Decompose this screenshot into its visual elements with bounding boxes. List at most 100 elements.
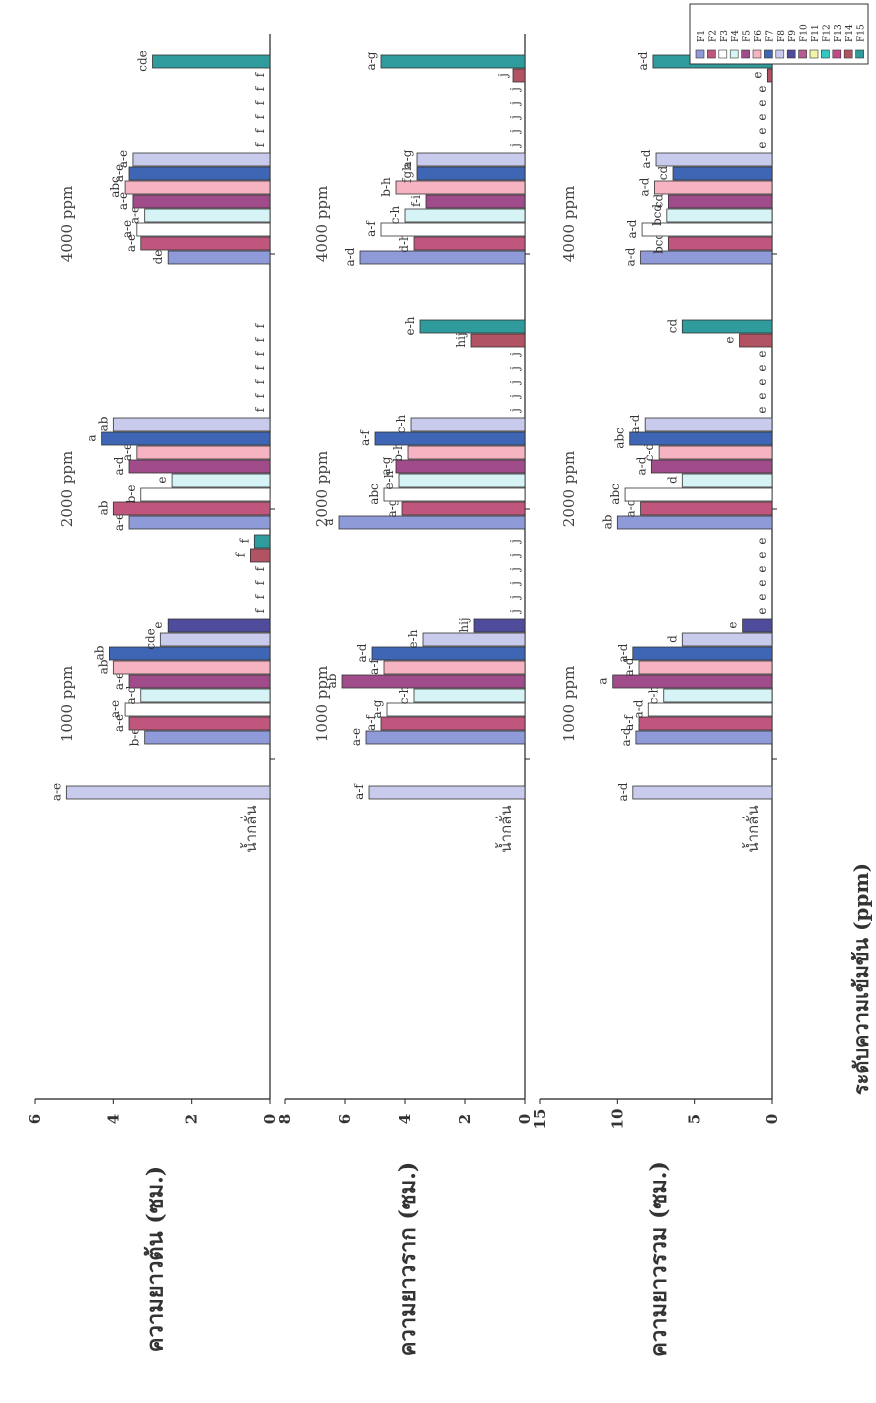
bar-letter-label: e [755, 364, 769, 371]
bar-letter-label: c-h [647, 685, 661, 704]
group-3: 2000 ppmaa-gabce-ha-gb-ha-fc-hjjjjjhije-… [313, 316, 526, 530]
legend-swatch [855, 49, 864, 59]
bar [667, 236, 773, 251]
bar [667, 194, 773, 209]
bar-letter-label: d [665, 476, 679, 484]
bar [374, 431, 526, 446]
legend-swatch [809, 49, 819, 59]
bar-letter-label: e [755, 350, 769, 357]
bar-letter-label: c-h [388, 205, 402, 224]
bar-letter-label: a-d [619, 727, 633, 746]
bar [644, 417, 773, 432]
bar-letter-label: de [151, 250, 165, 265]
group-label: 2000 ppm [560, 451, 578, 527]
legend-swatch [821, 49, 830, 59]
bar-letter-label: e [755, 579, 769, 586]
bar-letter-label: abc [613, 427, 627, 449]
y-tick-label: 4 [104, 1114, 122, 1124]
bar [616, 515, 773, 530]
bar-letter-label: a-e [116, 150, 130, 168]
bar-letter-label: a-d [634, 456, 648, 475]
bar [250, 548, 271, 563]
legend-label: F6 [754, 30, 764, 42]
bar-letter-label: e [151, 621, 165, 628]
group-label: น้ำกลั่น [742, 805, 762, 852]
bar [112, 660, 271, 675]
y-tick-label: 5 [686, 1114, 704, 1124]
legend-label: F11 [811, 24, 821, 42]
bar [109, 646, 271, 661]
y-axis-label: ความยาวต้น (ซม.) [143, 1166, 169, 1352]
bar-letter-label: a-e [49, 783, 63, 801]
y-tick-label: 0 [763, 1114, 781, 1124]
bar [128, 459, 271, 474]
y-tick-label: 15 [531, 1109, 549, 1130]
bar-letter-label: e [755, 607, 769, 614]
bar-letter-label: a-d [637, 177, 651, 196]
bar-letter-label: a-d [124, 685, 138, 704]
legend-swatch [695, 49, 705, 59]
bar-letter-label: j [508, 394, 522, 400]
bar [65, 785, 271, 800]
x-axis-title: ระดับความเข้มข้น (ppm) [849, 863, 873, 1095]
bar-letter-label: f [233, 551, 247, 557]
bar [413, 688, 526, 703]
bar-letter-label: f-i [409, 195, 423, 207]
legend-swatch [707, 49, 716, 59]
bar-letter-label: f [253, 141, 267, 147]
bar [650, 459, 773, 474]
bar-letter-label: a-e [112, 164, 126, 182]
legend-label: F9 [788, 30, 798, 42]
bar-letter-label: a-e [112, 672, 126, 690]
bar [359, 250, 526, 265]
bar-letter-label: j [508, 595, 522, 601]
bar-letter-label: e [755, 406, 769, 413]
bar-letter-label: j [508, 539, 522, 545]
bar-letter-label: a-d [112, 456, 126, 475]
bar-letter-label: e [755, 378, 769, 385]
bar-letter-label: e [755, 141, 769, 148]
bar-letter-label: a-e [349, 728, 363, 746]
bar-letter-label: ab [96, 416, 110, 431]
y-tick-label: 8 [276, 1114, 294, 1124]
legend-label: F14 [845, 24, 855, 42]
bar-letter-label: abc [108, 176, 122, 198]
bar-letter-label: j [508, 129, 522, 135]
bar [640, 250, 773, 265]
legend-swatch [729, 49, 739, 59]
bar-letter-label: f [253, 350, 267, 356]
bar-letter-label: a-g [385, 498, 399, 517]
bar-letter-label: a-e [112, 513, 126, 531]
legend-swatch [843, 49, 853, 59]
bar-letter-label: e [726, 621, 740, 628]
bar-letter-label: e [755, 565, 769, 572]
bar [128, 716, 271, 731]
bar [654, 180, 773, 195]
bar-letter-label: a [85, 434, 99, 441]
bar [140, 688, 271, 703]
bar [681, 319, 773, 334]
group-label: 1000 ppm [58, 666, 76, 742]
legend-label: F4 [731, 30, 741, 42]
group-label: 1000 ppm [313, 666, 331, 742]
legend-swatch [741, 49, 750, 59]
bar [681, 473, 773, 488]
bar-letter-label: f [253, 607, 267, 613]
group-label: 4000 ppm [58, 186, 76, 262]
bar [167, 618, 271, 633]
bar-letter-label: j [496, 73, 510, 79]
bar [124, 180, 271, 195]
bar-letter-label: f [253, 113, 267, 119]
bar-letter-label: a-g [370, 699, 384, 718]
bar-letter-label: e [755, 551, 769, 558]
legend-swatch [752, 49, 762, 59]
bar-letter-label: hij [454, 332, 468, 347]
bar-letter-label: a-d [639, 149, 653, 168]
bar-letter-label: a-d [355, 643, 369, 662]
bar [395, 459, 526, 474]
bar-letter-label: a-e [116, 192, 130, 210]
bar-letter-label: a-f [358, 429, 372, 446]
